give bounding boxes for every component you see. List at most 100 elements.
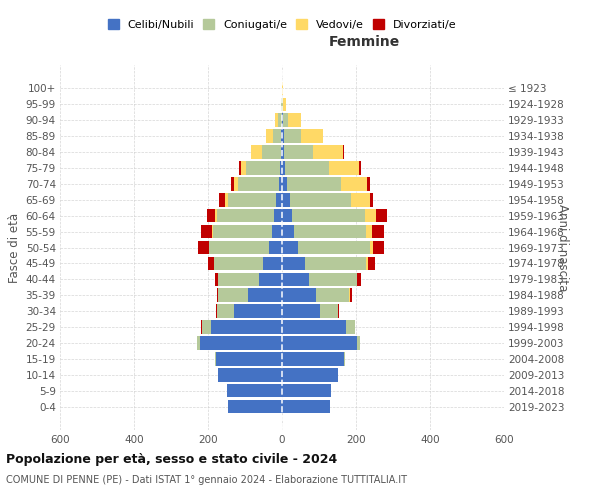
Bar — [282, 177, 287, 190]
Text: COMUNE DI PENNE (PE) - Dati ISTAT 1° gennaio 2024 - Elaborazione TUTTITALIA.IT: COMUNE DI PENNE (PE) - Dati ISTAT 1° gen… — [6, 475, 407, 485]
Bar — [308, 272, 357, 286]
Bar — [201, 225, 212, 238]
Text: Popolazione per età, sesso e stato civile - 2024: Popolazione per età, sesso e stato civil… — [6, 452, 337, 466]
Bar — [344, 352, 345, 366]
Bar — [217, 288, 218, 302]
Bar — [208, 256, 214, 270]
Bar — [263, 256, 282, 270]
Bar — [273, 130, 281, 143]
Bar — [290, 193, 351, 206]
Bar — [216, 304, 217, 318]
Bar — [278, 114, 282, 127]
Bar — [282, 320, 346, 334]
Bar — [368, 256, 375, 270]
Bar — [269, 240, 282, 254]
Bar — [371, 225, 385, 238]
Bar — [234, 177, 238, 190]
Bar — [282, 304, 320, 318]
Bar — [282, 256, 305, 270]
Bar — [320, 304, 338, 318]
Bar — [274, 209, 282, 222]
Bar — [275, 114, 278, 127]
Bar — [238, 177, 278, 190]
Bar — [282, 114, 283, 127]
Bar — [227, 384, 282, 398]
Bar — [282, 288, 316, 302]
Bar — [373, 240, 385, 254]
Bar — [246, 161, 280, 174]
Bar — [357, 272, 358, 286]
Bar — [207, 209, 215, 222]
Bar — [281, 98, 282, 111]
Bar — [366, 225, 371, 238]
Bar — [282, 193, 290, 206]
Bar — [376, 209, 387, 222]
Bar — [282, 352, 344, 366]
Bar — [343, 145, 344, 159]
Text: Femmine: Femmine — [329, 34, 400, 48]
Bar — [351, 193, 370, 206]
Bar — [197, 336, 200, 350]
Bar — [346, 320, 355, 334]
Bar — [282, 272, 308, 286]
Bar — [282, 384, 331, 398]
Bar — [357, 336, 361, 350]
Bar — [214, 256, 263, 270]
Y-axis label: Anni di nascita: Anni di nascita — [556, 204, 569, 291]
Bar — [329, 161, 359, 174]
Bar — [218, 288, 248, 302]
Bar — [313, 145, 343, 159]
Bar — [298, 240, 370, 254]
Bar — [251, 145, 262, 159]
Bar — [281, 130, 282, 143]
Bar — [287, 177, 341, 190]
Bar — [282, 130, 284, 143]
Bar — [262, 145, 281, 159]
Bar — [282, 82, 283, 95]
Bar — [284, 130, 301, 143]
Bar — [367, 177, 370, 190]
Bar — [248, 288, 282, 302]
Bar — [220, 193, 225, 206]
Bar — [230, 177, 234, 190]
Bar — [301, 130, 323, 143]
Bar — [278, 177, 282, 190]
Bar — [284, 145, 313, 159]
Bar — [288, 114, 301, 127]
Bar — [272, 225, 282, 238]
Bar — [213, 225, 272, 238]
Bar — [282, 225, 294, 238]
Bar — [281, 145, 282, 159]
Bar — [292, 209, 365, 222]
Bar — [202, 320, 211, 334]
Bar — [282, 161, 285, 174]
Bar — [283, 98, 286, 111]
Bar — [228, 193, 276, 206]
Bar — [305, 256, 366, 270]
Y-axis label: Fasce di età: Fasce di età — [8, 212, 22, 282]
Bar — [338, 304, 339, 318]
Bar — [282, 209, 292, 222]
Bar — [218, 272, 259, 286]
Bar — [370, 240, 373, 254]
Bar — [294, 225, 366, 238]
Bar — [218, 368, 282, 382]
Bar — [215, 272, 218, 286]
Bar — [285, 161, 329, 174]
Bar — [217, 209, 274, 222]
Bar — [225, 193, 228, 206]
Bar — [282, 400, 330, 413]
Bar — [217, 304, 234, 318]
Bar — [358, 272, 361, 286]
Bar — [316, 288, 349, 302]
Bar — [266, 130, 273, 143]
Bar — [282, 145, 284, 159]
Bar — [200, 336, 282, 350]
Bar — [216, 352, 282, 366]
Bar — [350, 288, 352, 302]
Bar — [365, 209, 376, 222]
Bar — [359, 161, 361, 174]
Bar — [341, 177, 367, 190]
Bar — [211, 320, 282, 334]
Bar — [282, 368, 338, 382]
